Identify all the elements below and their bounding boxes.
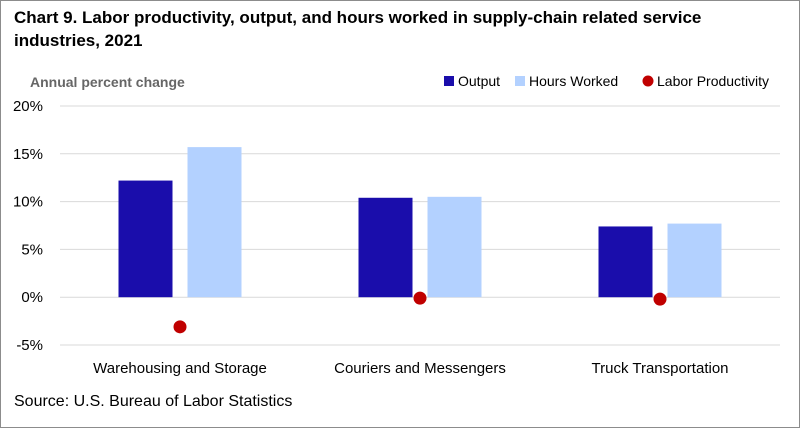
y-tick-label: 15% — [13, 146, 43, 163]
y-axis-label: Annual percent change — [30, 74, 185, 90]
bar-hours-worked — [427, 196, 482, 298]
dot-labor-productivity — [653, 292, 667, 306]
bar-hours-worked — [667, 223, 722, 298]
category-label: Warehousing and Storage — [93, 360, 267, 377]
bar-output — [358, 197, 413, 298]
legend-swatch — [642, 75, 654, 87]
bars — [118, 147, 722, 298]
y-tick-label: 10% — [13, 194, 43, 211]
bar-hours-worked — [187, 147, 242, 298]
dot-labor-productivity — [173, 320, 187, 334]
category-label: Couriers and Messengers — [334, 360, 506, 377]
grid — [60, 105, 780, 346]
legend-swatch — [444, 76, 454, 86]
dot-labor-productivity — [413, 291, 427, 305]
y-tick-label: 20% — [13, 98, 43, 115]
category-label: Truck Transportation — [592, 360, 729, 377]
y-tick-label: -5% — [16, 337, 43, 354]
bar-output — [598, 226, 653, 298]
legend: Output Hours Worked Labor Productivity — [444, 73, 769, 89]
y-tick-label: 5% — [21, 241, 43, 258]
y-ticks: -5% 0% 5% 10% 15% 20% — [13, 98, 43, 354]
legend-swatch — [515, 76, 525, 86]
y-tick-label: 0% — [21, 289, 43, 306]
chart-title: Chart 9. Labor productivity, output, and… — [14, 8, 702, 50]
productivity-dots — [173, 291, 667, 334]
bar-output — [118, 180, 173, 298]
source-note: Source: U.S. Bureau of Labor Statistics — [14, 393, 293, 410]
category-labels: Warehousing and Storage Couriers and Mess… — [93, 360, 728, 377]
legend-label: Output — [458, 73, 500, 89]
legend-label: Labor Productivity — [657, 73, 769, 89]
legend-label: Hours Worked — [529, 73, 618, 89]
